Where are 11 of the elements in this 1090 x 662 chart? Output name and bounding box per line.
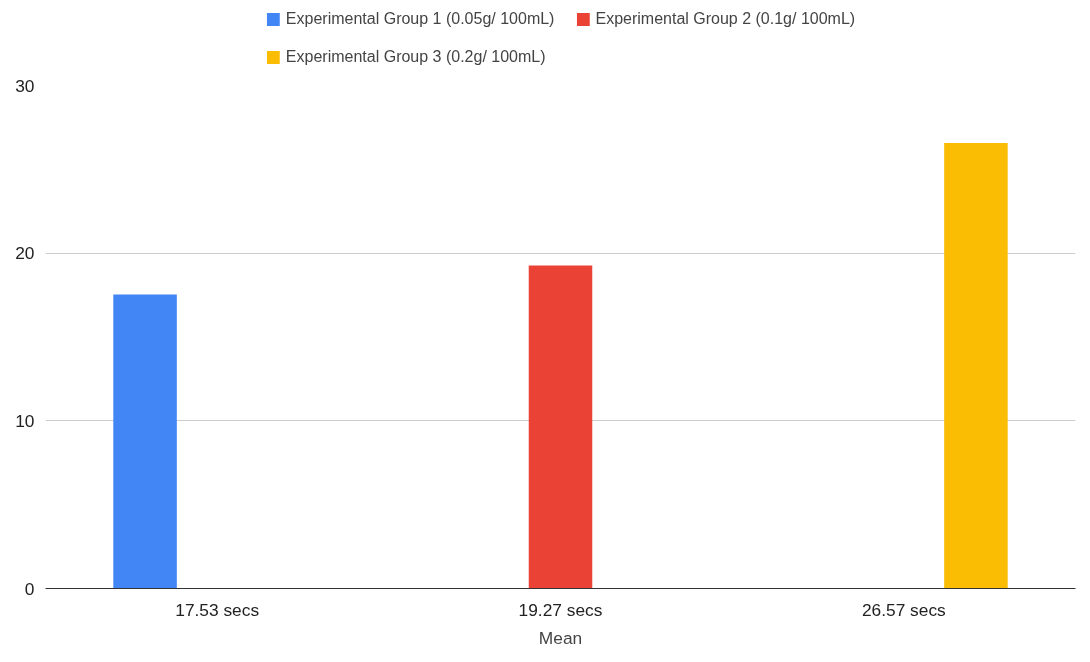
- legend-label: Experimental Group 1 (0.05g/ 100mL): [285, 9, 555, 28]
- x-tick-label: 17.53 secs: [175, 599, 260, 620]
- x-tick-label: 19.27 secs: [518, 599, 603, 620]
- y-tick-label: 30: [15, 75, 35, 96]
- x-axis-title: Mean: [538, 627, 583, 648]
- legend-label: Experimental Group 3 (0.2g/ 100mL): [285, 47, 546, 66]
- y-tick-label: 10: [15, 410, 35, 431]
- y-tick-label: 0: [24, 578, 35, 599]
- legend-label: Experimental Group 2 (0.1g/ 100mL): [595, 9, 856, 28]
- y-tick-label: 20: [15, 243, 35, 264]
- x-tick-label: 26.57 secs: [861, 599, 947, 620]
